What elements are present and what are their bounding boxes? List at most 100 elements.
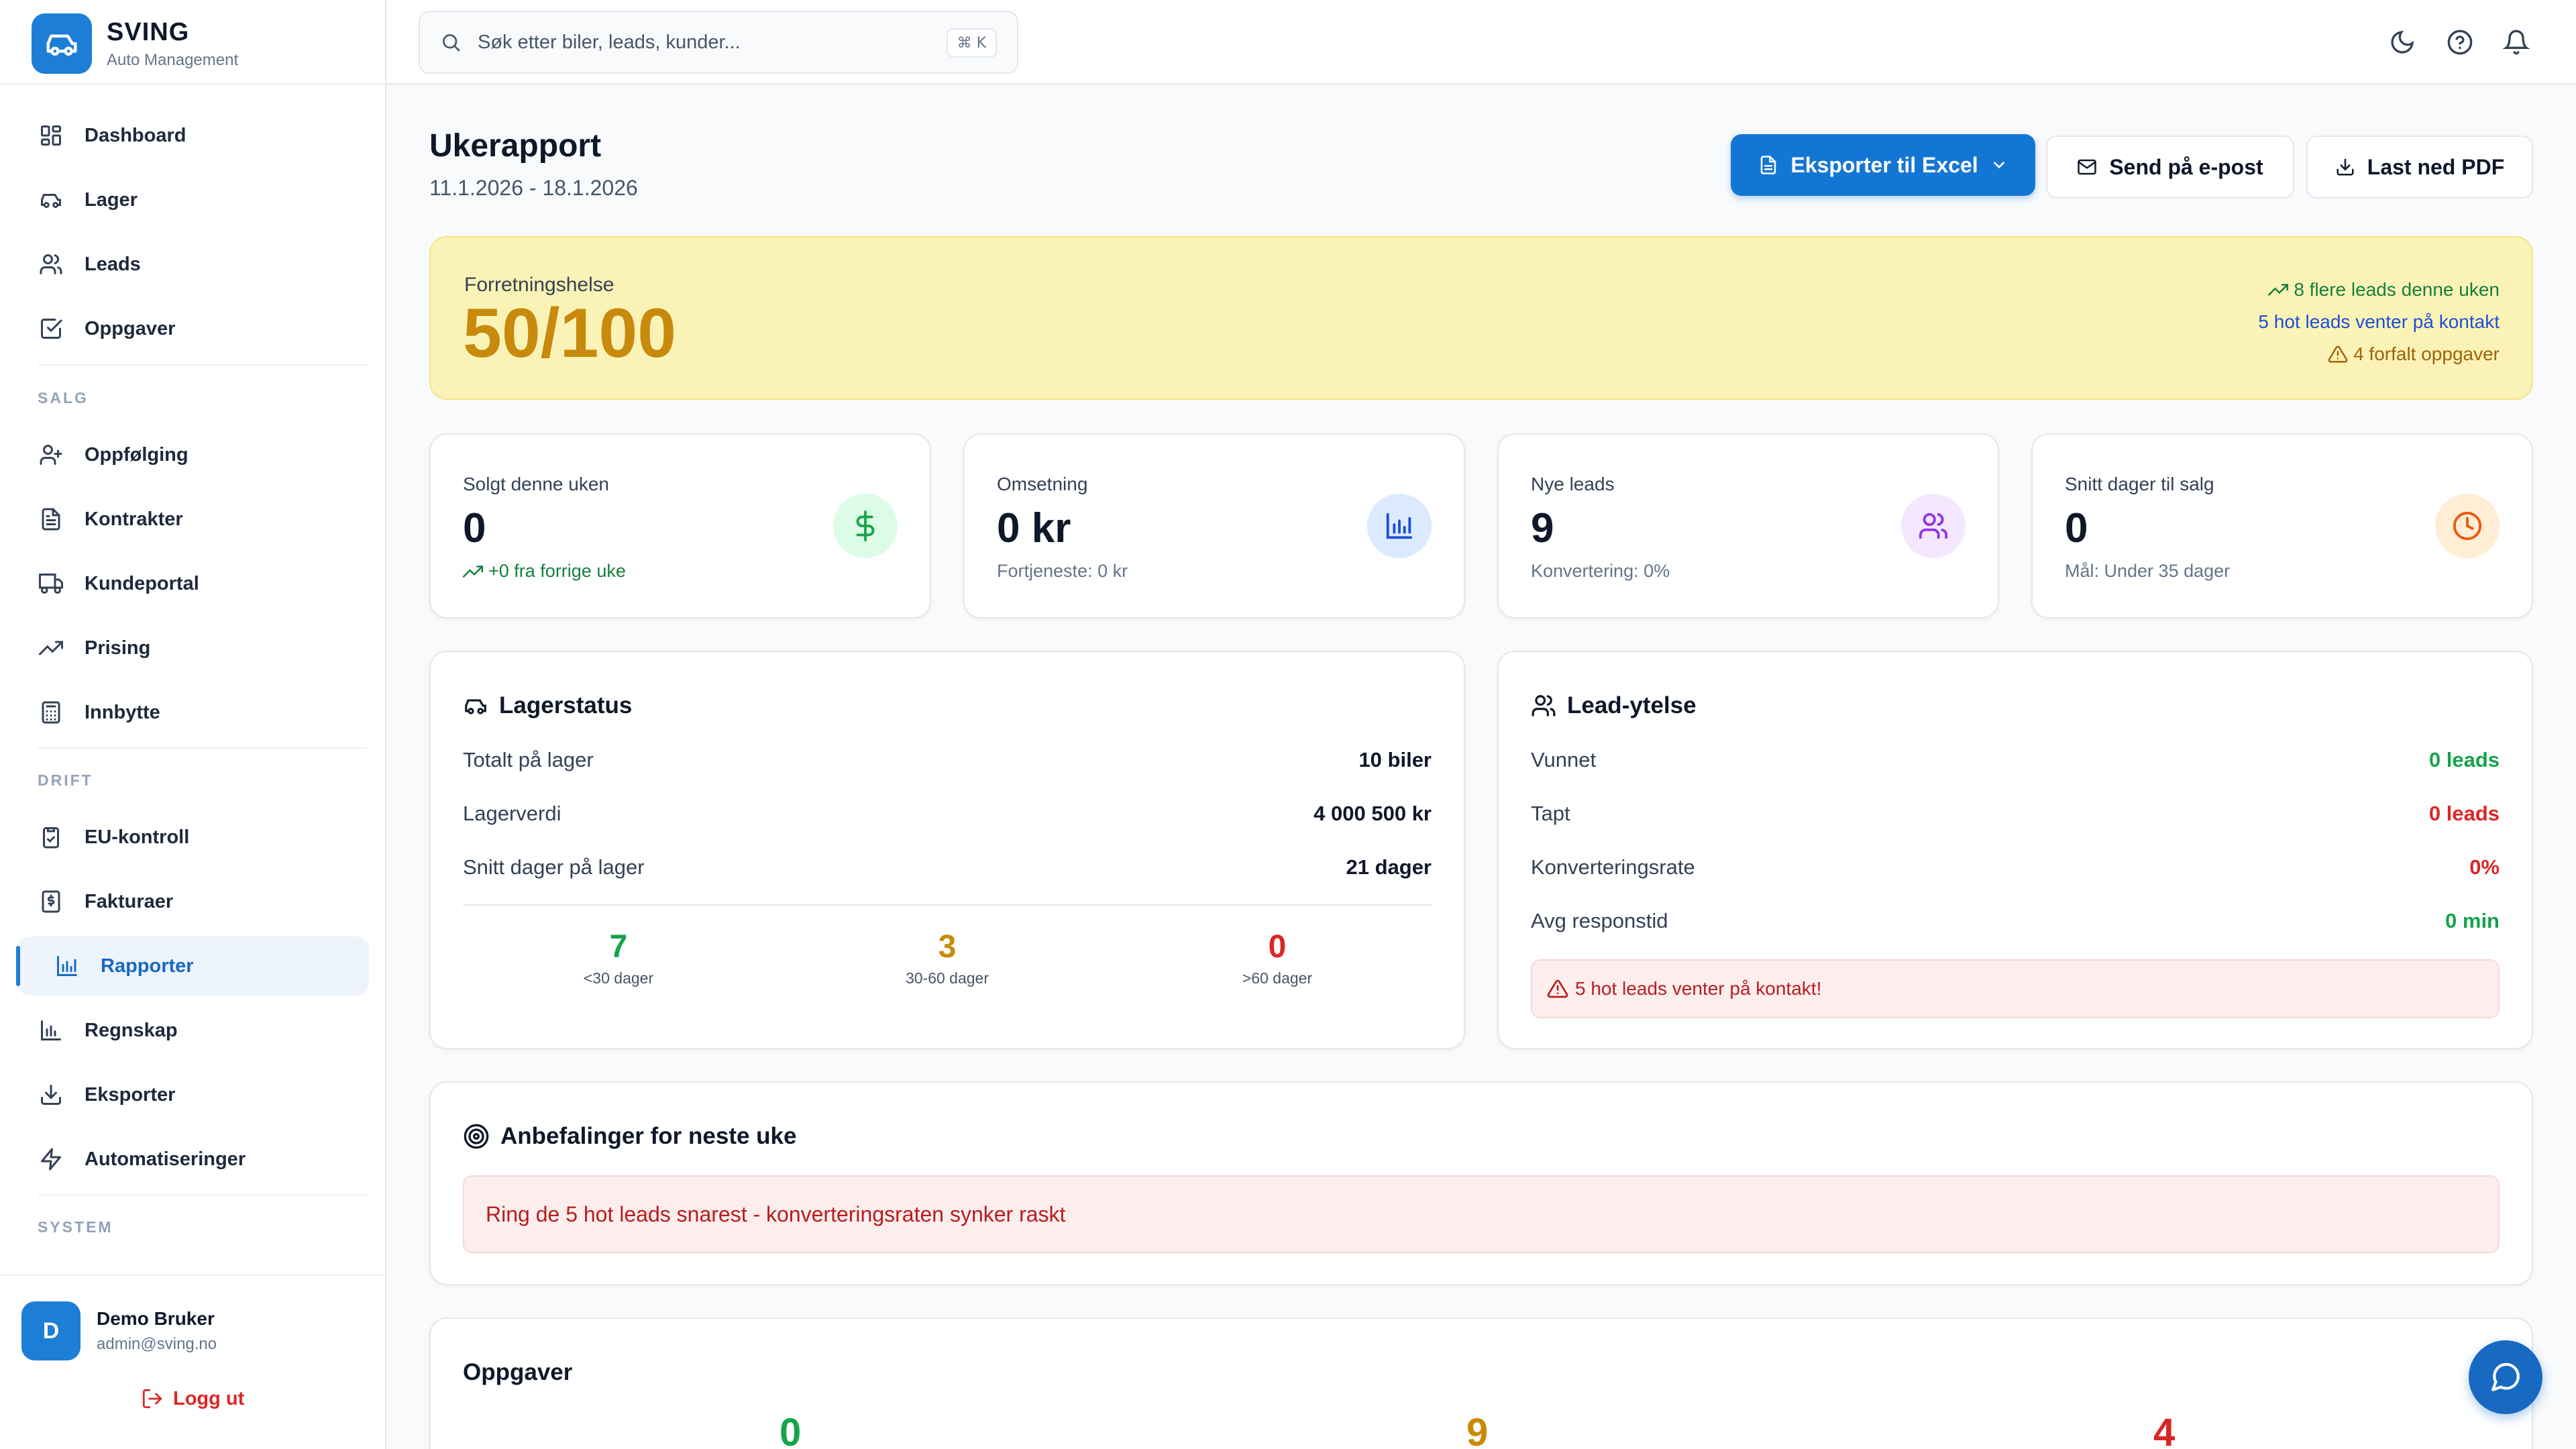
sidebar-item-oppfolging[interactable]: Oppfølging	[17, 425, 369, 484]
warning-icon	[1547, 979, 1568, 998]
sidebar-item-label: Prising	[85, 637, 151, 659]
users-icon	[1901, 494, 1966, 558]
stat-label: Omsetning	[997, 474, 1088, 494]
stat-card-revenue: Omsetning 0 kr Fortjeneste: 0 kr	[963, 433, 1465, 619]
stat-label: Nye leads	[1531, 474, 1615, 494]
user-name: Demo Bruker	[97, 1308, 215, 1329]
sidebar-item-automatiseringer[interactable]: Automatiseringer	[17, 1130, 369, 1189]
sidebar-item-rapporter[interactable]: Rapporter	[16, 936, 369, 996]
health-note-overdue: 4 forfalt oppgaver	[2258, 338, 2500, 370]
sidebar-item-prising[interactable]: Prising	[17, 619, 369, 678]
sidebar-item-leads[interactable]: Leads	[17, 235, 369, 294]
divider	[38, 1194, 368, 1195]
sidebar: SVING Auto Management Dashboard Lager Le…	[0, 0, 386, 1449]
download-icon	[2337, 158, 2354, 176]
tasks-card: Oppgaver 0 9 4	[429, 1318, 2533, 1449]
sidebar-item-eu-kontroll[interactable]: EU-kontroll	[17, 808, 369, 867]
clipboard-check-icon	[38, 824, 64, 851]
age-bucket-30-60: 3 30-60 dager	[905, 929, 989, 987]
brand-subtitle: Auto Management	[107, 50, 239, 69]
inventory-row: Totalt på lager 10 biler	[463, 748, 1432, 771]
sidebar-item-kundeportal[interactable]: Kundeportal	[17, 554, 369, 613]
users-icon	[1532, 695, 1556, 716]
stat-value: 0	[463, 505, 486, 551]
user-plus-icon	[38, 441, 64, 468]
truck-icon	[38, 570, 64, 597]
calculator-icon	[38, 699, 64, 726]
sidebar-item-label: Lager	[85, 189, 138, 211]
inventory-card: Lagerstatus Totalt på lager 10 biler Lag…	[429, 651, 1465, 1049]
inventory-row: Lagerverdi 4 000 500 kr	[463, 802, 1432, 825]
page-title: Ukerapport	[429, 128, 602, 164]
brand[interactable]: SVING Auto Management	[32, 13, 238, 74]
lead-row: Konverteringsrate 0%	[1531, 855, 2500, 879]
sidebar-item-label: Leads	[85, 253, 141, 275]
file-icon	[1761, 156, 1776, 174]
car-logo-icon	[32, 13, 92, 74]
search-shortcut: ⌘ K	[946, 28, 997, 58]
sidebar-item-regnskap[interactable]: Regnskap	[17, 1001, 369, 1060]
bar-chart-icon	[38, 1017, 64, 1044]
stat-card-sold: Solgt denne uken 0 +0 fra forrige uke	[429, 433, 931, 619]
health-notes: 8 flere leads denne uken 5 hot leads ven…	[2258, 274, 2500, 370]
health-note-leads: 8 flere leads denne uken	[2258, 274, 2500, 306]
sidebar-item-lager[interactable]: Lager	[17, 170, 369, 229]
avatar[interactable]: D	[21, 1301, 80, 1360]
moon-icon	[2391, 30, 2414, 54]
search-input[interactable]	[478, 31, 934, 54]
sidebar-item-innbytte[interactable]: Innbytte	[17, 683, 369, 742]
sidebar-item-eksporter[interactable]: Eksporter	[17, 1065, 369, 1124]
lead-row: Tapt 0 leads	[1531, 802, 2500, 825]
sidebar-item-kontrakter[interactable]: Kontrakter	[17, 490, 369, 549]
recommendations-card: Anbefalinger for neste uke Ring de 5 hot…	[429, 1081, 2533, 1285]
chat-icon	[2491, 1362, 2520, 1391]
send-email-button[interactable]: Send på e-post	[2046, 136, 2294, 199]
inventory-row: Snitt dager på lager 21 dager	[463, 855, 1432, 879]
health-score: 50/100	[463, 294, 677, 372]
card-title: Lagerstatus	[463, 692, 632, 719]
sidebar-item-label: Kontrakter	[85, 508, 183, 530]
sidebar-item-label: Oppfølging	[85, 443, 189, 466]
export-excel-button[interactable]: Eksporter til Excel	[1731, 134, 2035, 196]
sidebar-item-fakturaer[interactable]: Fakturaer	[17, 872, 369, 931]
notifications-button[interactable]	[2501, 27, 2532, 58]
sidebar-item-label: Dashboard	[85, 124, 186, 146]
export-excel-label: Eksporter til Excel	[1790, 152, 1978, 177]
help-circle-icon	[2447, 30, 2473, 55]
tasks-count-overdue: 4	[2153, 1411, 2176, 1449]
chat-button[interactable]	[2469, 1340, 2542, 1414]
sidebar-item-label: Rapporter	[101, 955, 194, 977]
stat-value: 0 kr	[997, 505, 1071, 551]
sidebar-item-dashboard[interactable]: Dashboard	[17, 106, 369, 165]
tasks-count-done: 0	[780, 1411, 802, 1449]
tasks-count-pending: 9	[1466, 1411, 1489, 1449]
download-pdf-button[interactable]: Last ned PDF	[2306, 136, 2533, 199]
warning-icon	[2328, 345, 2348, 363]
hot-leads-alert: 5 hot leads venter på kontakt!	[1531, 959, 2500, 1018]
trending-up-icon	[463, 565, 483, 578]
date-range: 11.1.2026 - 18.1.2026	[429, 176, 638, 200]
car-icon	[38, 186, 64, 213]
lead-row: Vunnet 0 leads	[1531, 748, 2500, 771]
trending-up-icon	[2268, 284, 2289, 296]
stat-sub: Mål: Under 35 dager	[2065, 561, 2231, 581]
zap-icon	[38, 1146, 64, 1173]
age-bucket-over-60: 0 >60 dager	[1242, 929, 1313, 987]
lead-performance-card: Lead-ytelse Vunnet 0 leads Tapt 0 leads …	[1497, 651, 2533, 1049]
search-bar[interactable]: ⌘ K	[419, 11, 1018, 74]
section-label-system: SYSTEM	[38, 1218, 113, 1236]
stat-label: Snitt dager til salg	[2065, 474, 2214, 494]
dark-mode-toggle[interactable]	[2387, 27, 2418, 58]
stat-label: Solgt denne uken	[463, 474, 609, 494]
download-icon	[38, 1081, 64, 1108]
mail-icon	[2078, 159, 2097, 175]
help-button[interactable]	[2445, 27, 2475, 58]
divider	[38, 747, 368, 749]
logout-label: Logg ut	[173, 1387, 245, 1409]
download-pdf-label: Last ned PDF	[2367, 154, 2505, 179]
sidebar-item-label: Automatiseringer	[85, 1148, 246, 1170]
sidebar-item-oppgaver[interactable]: Oppgaver	[17, 299, 369, 358]
logout-button[interactable]: Logg ut	[141, 1387, 244, 1410]
sidebar-item-label: Oppgaver	[85, 317, 176, 339]
logout-icon	[142, 1389, 162, 1409]
